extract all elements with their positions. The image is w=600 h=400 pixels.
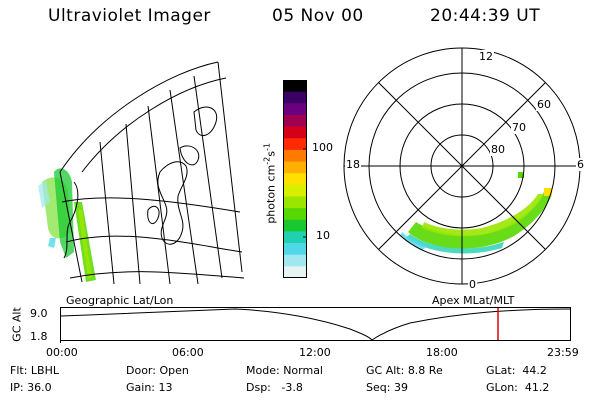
- colorbar-cell: [283, 103, 307, 116]
- colorbar-cell: [283, 91, 307, 104]
- colorbar-cell: [283, 161, 307, 174]
- auroral-oval: [400, 172, 552, 254]
- geo-grid: [59, 61, 245, 285]
- colorbar-cell: [283, 80, 307, 93]
- polar-diagonal-2: [378, 82, 546, 250]
- instrument-title: Ultraviolet Imager: [48, 6, 211, 26]
- colorbar-cell: [283, 208, 307, 221]
- colorbar-cell: [283, 173, 307, 186]
- oval-isolated-pixel: [518, 172, 524, 178]
- altitude-tick-low: 1.8: [30, 330, 48, 343]
- colorbar-cell: [283, 231, 307, 244]
- colorbar-cells: [283, 80, 307, 278]
- altitude-plot: [60, 307, 571, 343]
- colorbar-frame: [283, 80, 307, 278]
- altitude-curve: [60, 308, 571, 341]
- mlt-label-12: 12: [478, 50, 494, 63]
- colorbar-cell: [283, 266, 307, 278]
- polar-panel-label: Apex MLat/MLT: [432, 294, 515, 307]
- polar-grid: [343, 47, 581, 285]
- time-label: 20:44:39 UT: [430, 6, 541, 26]
- status-gain: Gain: 13: [126, 381, 173, 394]
- status-mode: Mode: Normal: [246, 364, 323, 377]
- status-dsp: Dsp: -3.8: [246, 381, 303, 394]
- time-tick-1200: 12:00: [299, 346, 331, 359]
- geo-aurora-emission: [38, 168, 96, 282]
- colorbar-cell: [283, 114, 307, 128]
- mlt-label-18: 18: [345, 158, 361, 171]
- colorbar-cell: [283, 243, 307, 256]
- status-filter: Flt: LBHL: [10, 364, 59, 377]
- lat-label-60: 60: [536, 98, 552, 111]
- date-label: 05 Nov 00: [272, 6, 364, 26]
- altitude-tick-high: 9.0: [30, 307, 48, 320]
- geo-coastlines: [63, 106, 218, 259]
- mlt-label-6: 6: [576, 158, 585, 171]
- colorbar-tick-label-10: 10: [316, 229, 330, 242]
- colorbar-cell: [283, 149, 307, 163]
- status-glon: GLon: 41.2: [486, 381, 550, 394]
- oval-bright-spot: [544, 188, 552, 196]
- status-ip: IP: 36.0: [10, 381, 52, 394]
- colorbar-tick-label-100: 100: [312, 141, 333, 154]
- lat-label-70: 70: [511, 121, 527, 134]
- colorbar-cell: [283, 219, 307, 233]
- colorbar-cell: [283, 196, 307, 209]
- colorbar-cell: [283, 184, 307, 198]
- mlt-label-0: 0: [468, 278, 477, 291]
- time-tick-1800: 18:00: [426, 346, 458, 359]
- status-gc-alt: GC Alt: 8.8 Re: [366, 364, 443, 377]
- lat-label-80: 80: [490, 143, 506, 156]
- time-tick-0600: 06:00: [172, 346, 204, 359]
- time-tick-0000: 00:00: [46, 346, 78, 359]
- colorbar: [283, 80, 307, 278]
- status-door: Door: Open: [126, 364, 189, 377]
- colorbar-unit-label: photon cm-2s-1: [262, 143, 278, 224]
- colorbar-cell: [283, 126, 307, 139]
- colorbar-cell: [283, 138, 307, 151]
- time-tick-2359: 23:59: [547, 346, 579, 359]
- status-seq: Seq: 39: [366, 381, 408, 394]
- polar-plot: [343, 47, 581, 285]
- altitude-plot-frame: [60, 307, 571, 341]
- altitude-axis-title: GC Alt: [10, 307, 24, 342]
- geo-panel-label: Geographic Lat/Lon: [66, 294, 174, 307]
- status-glat: GLat: 44.2: [486, 364, 547, 377]
- colorbar-cell: [283, 254, 307, 267]
- geographic-map: [38, 61, 245, 285]
